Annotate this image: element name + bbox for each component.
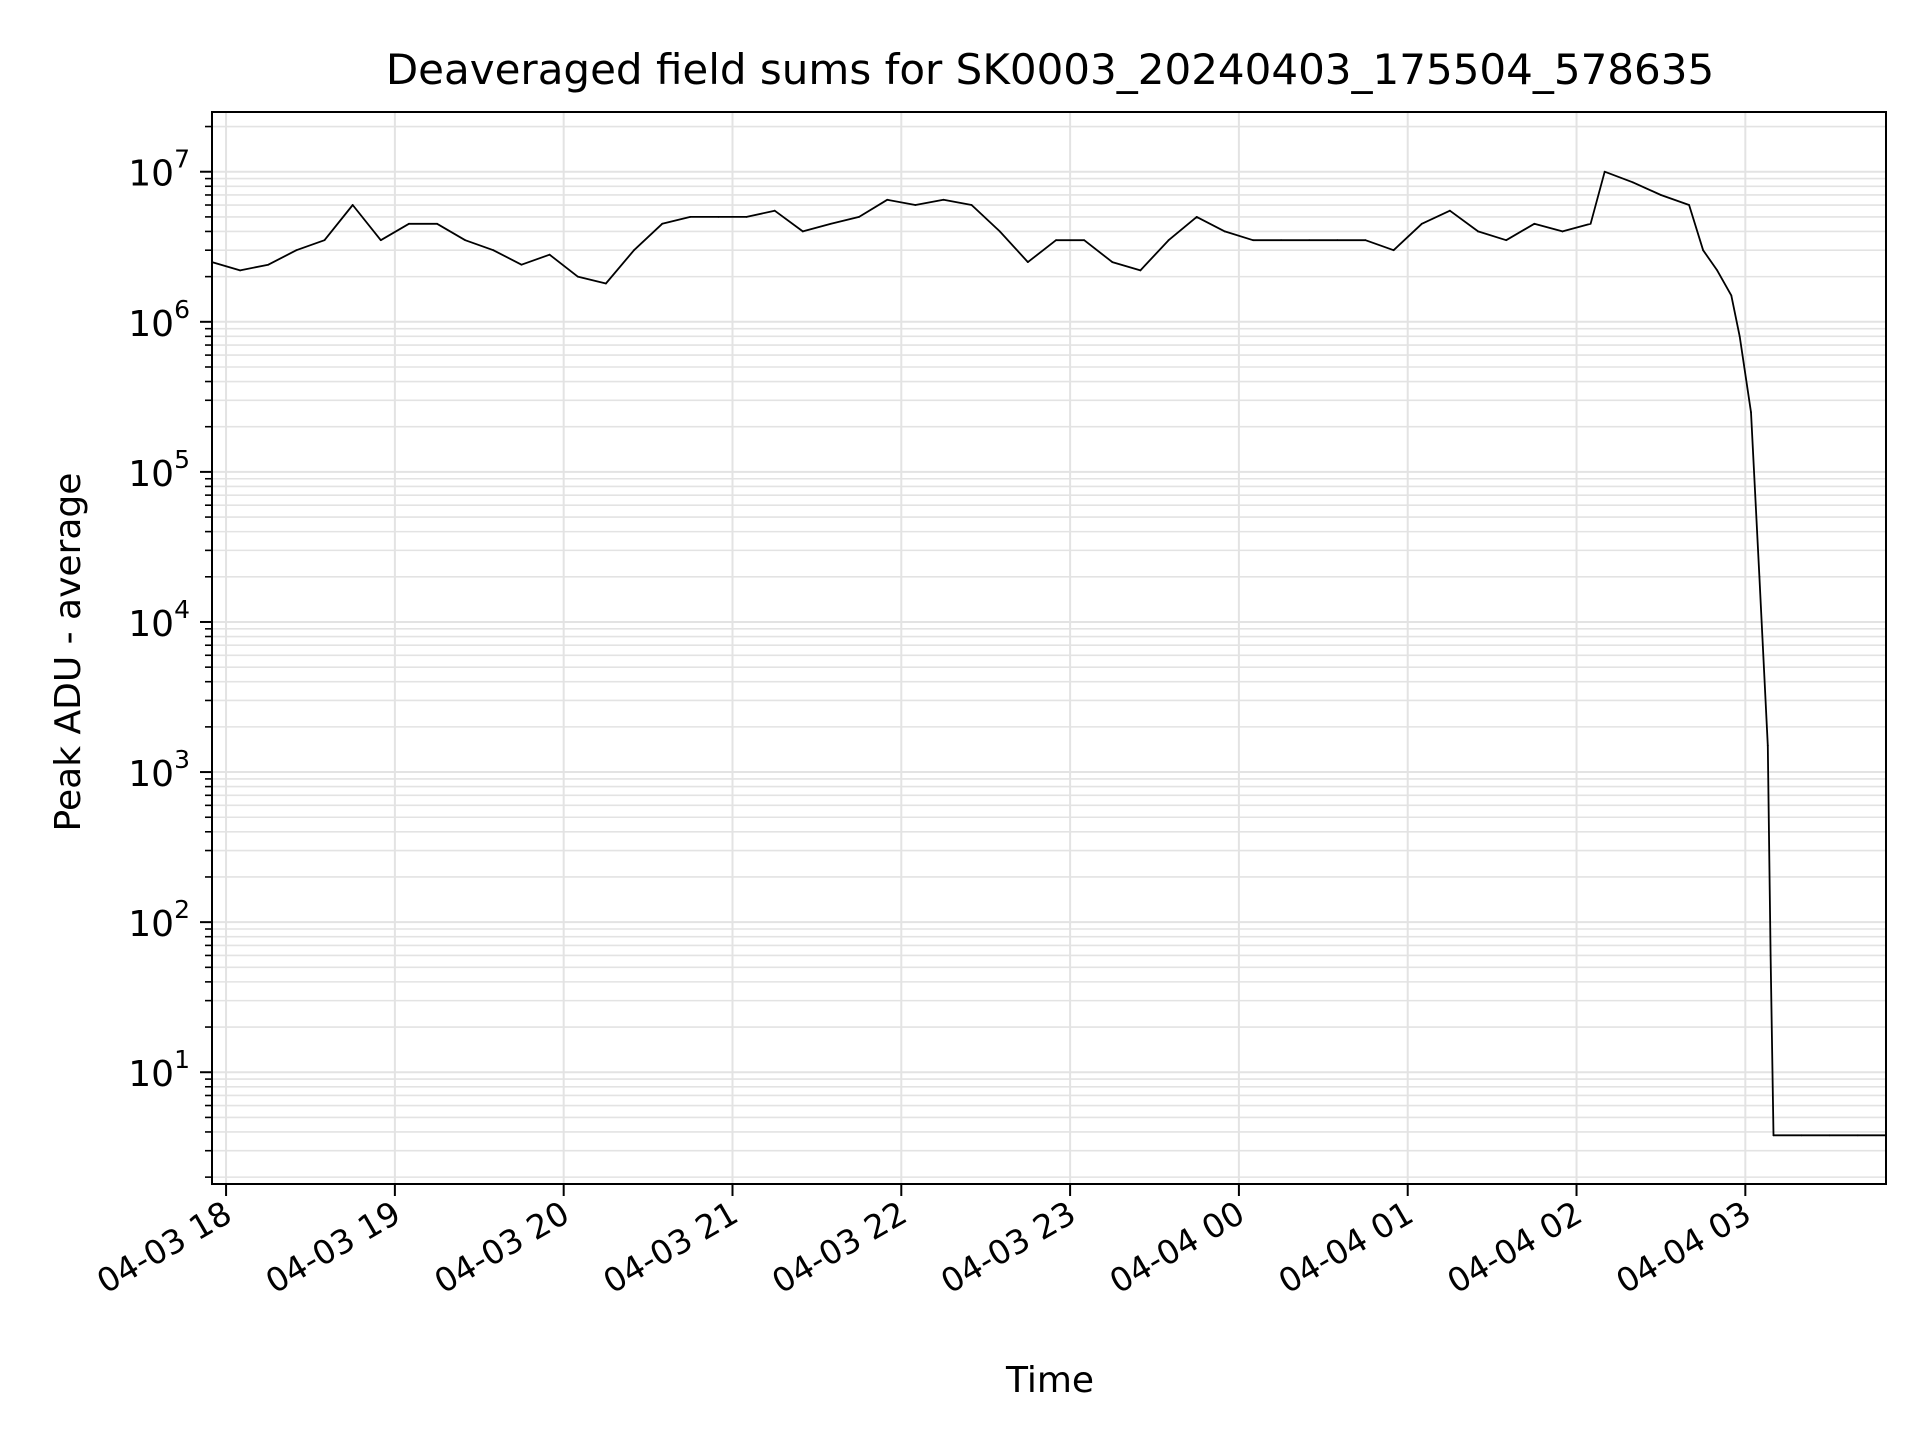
y-tick-base: 10	[128, 154, 174, 195]
data-point	[604, 282, 607, 285]
data-point	[830, 222, 832, 225]
y-tick-exponent: 6	[174, 295, 190, 324]
data-point	[1730, 294, 1733, 297]
data-point	[295, 249, 298, 252]
data-point	[998, 230, 1001, 233]
y-tick-label: 105	[128, 445, 190, 495]
data-point	[1111, 261, 1114, 263]
data-point	[1688, 204, 1690, 206]
data-point	[1769, 954, 1772, 957]
data-point	[1139, 269, 1142, 272]
data-point	[1083, 239, 1086, 242]
data-point	[548, 253, 551, 256]
data-point	[464, 239, 467, 242]
data-point	[858, 216, 860, 218]
data-point	[1533, 222, 1536, 225]
data-point	[379, 239, 382, 242]
data-point	[970, 204, 973, 206]
y-tick-label: 102	[128, 895, 190, 945]
data-point	[1603, 170, 1606, 173]
data-point	[1223, 230, 1226, 233]
data-point	[1758, 575, 1761, 578]
data-point	[1167, 239, 1170, 242]
data-point	[1856, 1134, 1859, 1137]
chart-title: Deaveraged field sums for SK0003_2024040…	[386, 45, 1714, 94]
y-tick-label: 107	[128, 145, 190, 195]
data-point	[436, 222, 438, 225]
data-point	[492, 249, 495, 252]
y-tick-label: 104	[128, 595, 190, 645]
data-point	[408, 222, 410, 225]
data-point	[1561, 230, 1564, 233]
data-point	[1364, 239, 1367, 242]
data-point	[1716, 269, 1719, 272]
data-point	[801, 230, 804, 233]
y-tick-label: 101	[128, 1045, 190, 1095]
data-point	[520, 263, 523, 266]
y-tick-base: 10	[128, 1054, 174, 1095]
y-tick-exponent: 4	[174, 595, 190, 624]
data-point	[239, 269, 242, 272]
data-point	[717, 216, 720, 218]
data-point	[1766, 744, 1769, 747]
data-point	[1449, 209, 1451, 212]
y-tick-exponent: 5	[174, 445, 190, 474]
y-tick-label: 103	[128, 745, 190, 795]
y-tick-exponent: 1	[174, 1045, 190, 1074]
data-point	[576, 275, 579, 278]
data-point	[1631, 181, 1634, 184]
y-tick-label: 106	[128, 295, 190, 345]
data-point	[1392, 249, 1395, 252]
data-point	[1477, 230, 1479, 233]
y-tick-base: 10	[128, 604, 174, 645]
y-tick-base: 10	[128, 754, 174, 795]
data-point	[1828, 1134, 1831, 1137]
data-point	[1738, 335, 1741, 338]
y-tick-exponent: 2	[174, 895, 190, 924]
data-point	[1505, 239, 1508, 242]
data-point	[1308, 239, 1311, 242]
data-point	[1589, 222, 1592, 225]
x-axis-label: Time	[1005, 1360, 1094, 1401]
data-point	[914, 204, 917, 206]
grid	[212, 112, 1886, 1184]
data-point	[1420, 222, 1423, 225]
data-point	[633, 249, 635, 252]
y-tick-base: 10	[128, 454, 174, 495]
y-tick-exponent: 7	[174, 145, 190, 174]
y-tick-exponent: 3	[174, 745, 190, 774]
y-tick-base: 10	[128, 304, 174, 345]
data-point	[1055, 239, 1057, 242]
data-point	[323, 239, 326, 242]
data-point	[1772, 1134, 1775, 1137]
data-point	[1660, 194, 1662, 196]
data-point	[1252, 239, 1254, 242]
data-point	[1750, 411, 1752, 414]
data-point	[773, 209, 776, 212]
data-point	[661, 222, 664, 225]
data-point	[1800, 1134, 1803, 1137]
data-point	[1702, 249, 1705, 252]
y-tick-base: 10	[128, 904, 174, 945]
data-point	[745, 216, 748, 218]
data-point	[886, 198, 889, 201]
series-group	[211, 170, 1887, 1137]
data-point	[1336, 239, 1339, 242]
data-point	[351, 204, 354, 206]
plot-frame	[211, 111, 1887, 1185]
data-point	[1280, 239, 1283, 242]
data-point	[1026, 261, 1029, 263]
y-axis-label: Peak ADU - average	[48, 473, 89, 832]
data-point	[942, 198, 945, 201]
data-point	[1195, 216, 1198, 218]
data-point	[689, 216, 692, 218]
data-point	[267, 263, 270, 266]
